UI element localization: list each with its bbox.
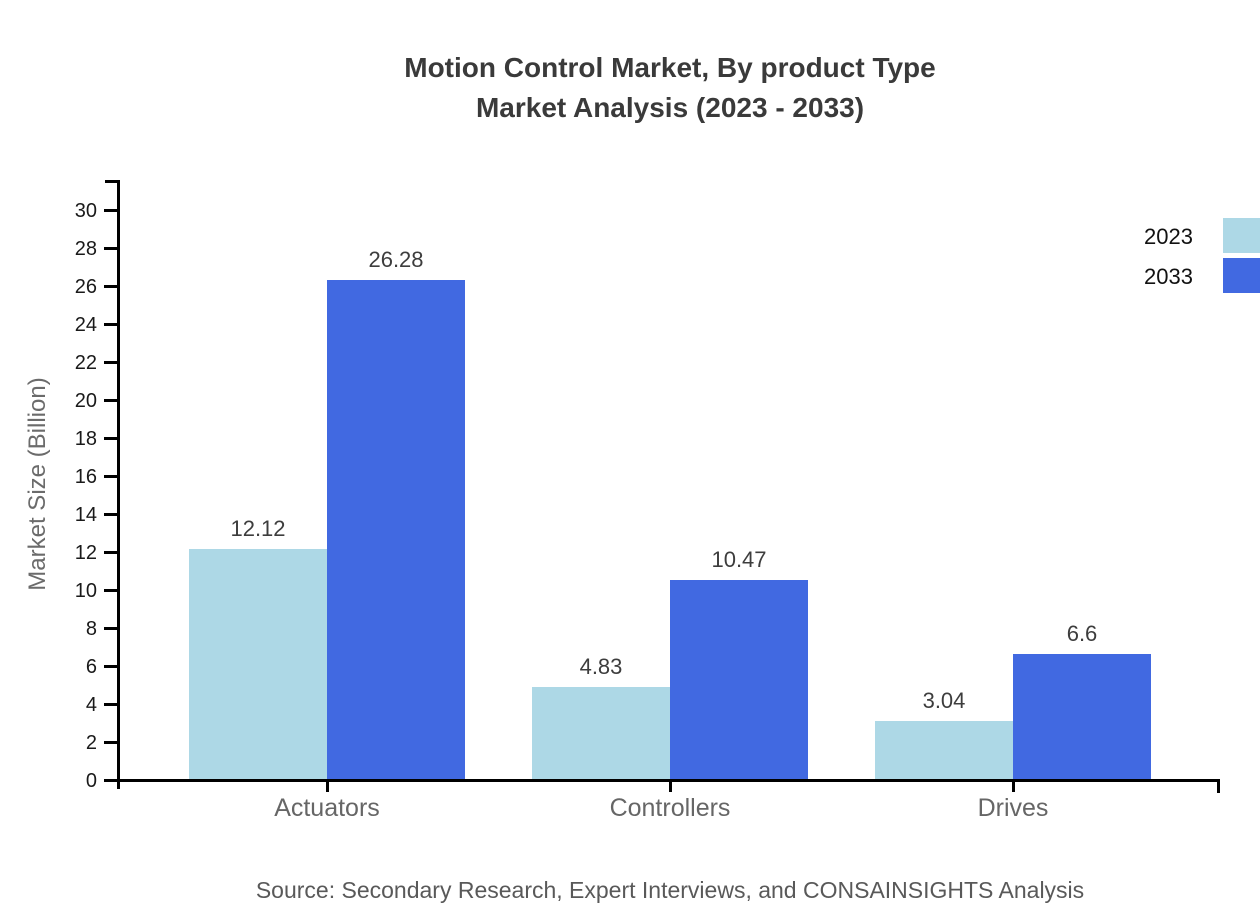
y-tick-label: 8 [85, 618, 97, 640]
y-tick-label: 16 [74, 466, 97, 488]
bar-2023-controllers [532, 687, 670, 782]
y-tick [104, 665, 117, 668]
y-tick-label: 20 [74, 390, 97, 412]
y-tick [104, 209, 117, 212]
bar-value-label: 4.83 [579, 654, 623, 679]
legend-swatch-2033 [1223, 258, 1260, 293]
legend-label-2033: 2033 [1144, 264, 1193, 289]
y-axis-line [117, 180, 120, 789]
y-tick-label: 22 [74, 352, 97, 374]
x-tick [1012, 779, 1015, 792]
y-tick [104, 437, 117, 440]
x-axis-line [117, 779, 1220, 782]
y-tick [104, 513, 117, 516]
chart-title: Motion Control Market, By product Type M… [40, 48, 1260, 128]
y-tick [104, 551, 117, 554]
bar-2033-drives [1013, 654, 1151, 782]
y-tick-label: 12 [74, 542, 97, 564]
y-tick-label: 10 [74, 580, 97, 602]
bar-value-label: 3.04 [922, 688, 966, 713]
y-tick [104, 475, 117, 478]
y-tick [104, 361, 117, 364]
y-tick-label: 30 [74, 200, 97, 222]
y-tick [104, 779, 117, 782]
source-note: Source: Secondary Research, Expert Inter… [255, 877, 1085, 903]
bar-2023-drives [875, 721, 1013, 782]
y-tick [104, 703, 117, 706]
legend-label-2023: 2023 [1144, 224, 1193, 249]
y-tick-label: 2 [85, 732, 97, 754]
y-axis-top-cap [105, 180, 120, 183]
legend-swatch-2023 [1223, 218, 1260, 253]
bar-value-label: 12.12 [230, 516, 286, 541]
bar-2033-actuators [327, 280, 465, 782]
y-tick-label: 0 [85, 770, 97, 792]
y-tick-label: 6 [85, 656, 97, 678]
category-label-drives: Drives [977, 794, 1049, 822]
category-label-actuators: Actuators [274, 794, 380, 822]
y-tick [104, 323, 117, 326]
y-tick-label: 4 [85, 694, 97, 716]
y-tick-label: 24 [74, 314, 97, 336]
bar-value-label: 6.6 [1066, 621, 1098, 646]
bar-value-label: 10.47 [711, 547, 767, 572]
y-tick-label: 14 [74, 504, 97, 526]
y-tick [104, 285, 117, 288]
x-axis-end-cap [1217, 779, 1220, 793]
bar-value-label: 26.28 [368, 247, 424, 272]
y-tick [104, 589, 117, 592]
y-tick [104, 399, 117, 402]
y-tick-label: 28 [74, 238, 97, 260]
y-tick-label: 26 [74, 276, 97, 298]
y-tick [104, 741, 117, 744]
category-label-controllers: Controllers [609, 794, 731, 822]
y-tick [104, 247, 117, 250]
chart-title-line1: Motion Control Market, By product Type [404, 52, 936, 83]
chart-title-line2: Market Analysis (2023 - 2033) [475, 92, 865, 123]
x-tick [669, 779, 672, 792]
y-tick [104, 627, 117, 630]
bar-2033-controllers [670, 580, 808, 782]
bar-2023-actuators [189, 549, 327, 782]
x-tick [326, 779, 329, 792]
y-tick-label: 18 [74, 428, 97, 450]
